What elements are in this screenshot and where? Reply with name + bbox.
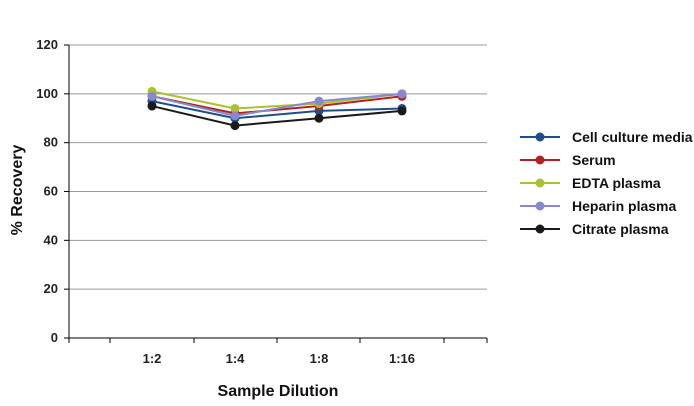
x-tick-label-1-4: 1:4 [226,351,246,366]
y-tick-label-0: 0 [51,330,58,345]
data-point-citrate-plasma-1 [230,121,240,131]
data-point-citrate-plasma-3 [397,106,407,116]
data-point-heparin-plasma-1 [230,111,240,121]
y-tick-labels: 0 20 40 60 80 100 120 [36,37,58,345]
data-point-heparin-plasma-3 [397,89,407,99]
data-point-edta-plasma-1 [230,103,240,113]
y-tick-label-20: 20 [44,281,58,296]
legend-marker-heparin-plasma [535,201,545,211]
legend-marker-citrate-plasma [535,224,545,234]
legend-marker-edta-plasma [535,178,545,188]
y-axis-title: % Recovery [9,145,26,236]
legend-label-serum: Serum [572,152,616,168]
y-tick-label-80: 80 [44,135,58,150]
legend-label-citrate-plasma: Citrate plasma [572,221,669,237]
series-line-citrate-plasma [151,105,403,127]
x-axis-title: Sample Dilution [218,383,339,400]
legend-marker-serum [535,155,545,165]
data-point-heparin-plasma-2 [314,96,324,106]
x-tick-label-1-8: 1:8 [310,351,329,366]
y-tick-label-100: 100 [36,86,58,101]
series-line-edta-plasma [151,90,403,110]
series-group [147,86,407,131]
grid-lines [69,44,487,339]
data-point-heparin-plasma-0 [147,91,157,101]
legend-label-edta-plasma: EDTA plasma [572,175,661,191]
y-tick-label-60: 60 [44,184,58,199]
legend-marker-cell-culture-media [535,132,545,142]
x-tick-label-1-16: 1:16 [389,351,415,366]
legend-label-cell-culture-media: Cell culture media [572,129,693,145]
x-tick-label-1-2: 1:2 [143,351,162,366]
data-point-citrate-plasma-0 [147,101,157,111]
y-tick-label-40: 40 [44,232,58,247]
y-tick-label-120: 120 [36,37,58,52]
axes [64,44,488,343]
x-tick-labels: 1:2 1:4 1:8 1:16 [143,351,415,366]
data-point-citrate-plasma-2 [314,113,324,123]
legend: Cell culture media Serum EDTA plasma Hepari… [520,129,693,237]
series-line-heparin-plasma [151,92,403,117]
legend-label-heparin-plasma: Heparin plasma [572,198,676,214]
series-line-cell-culture-media [151,100,403,120]
series-line-serum [151,95,403,115]
